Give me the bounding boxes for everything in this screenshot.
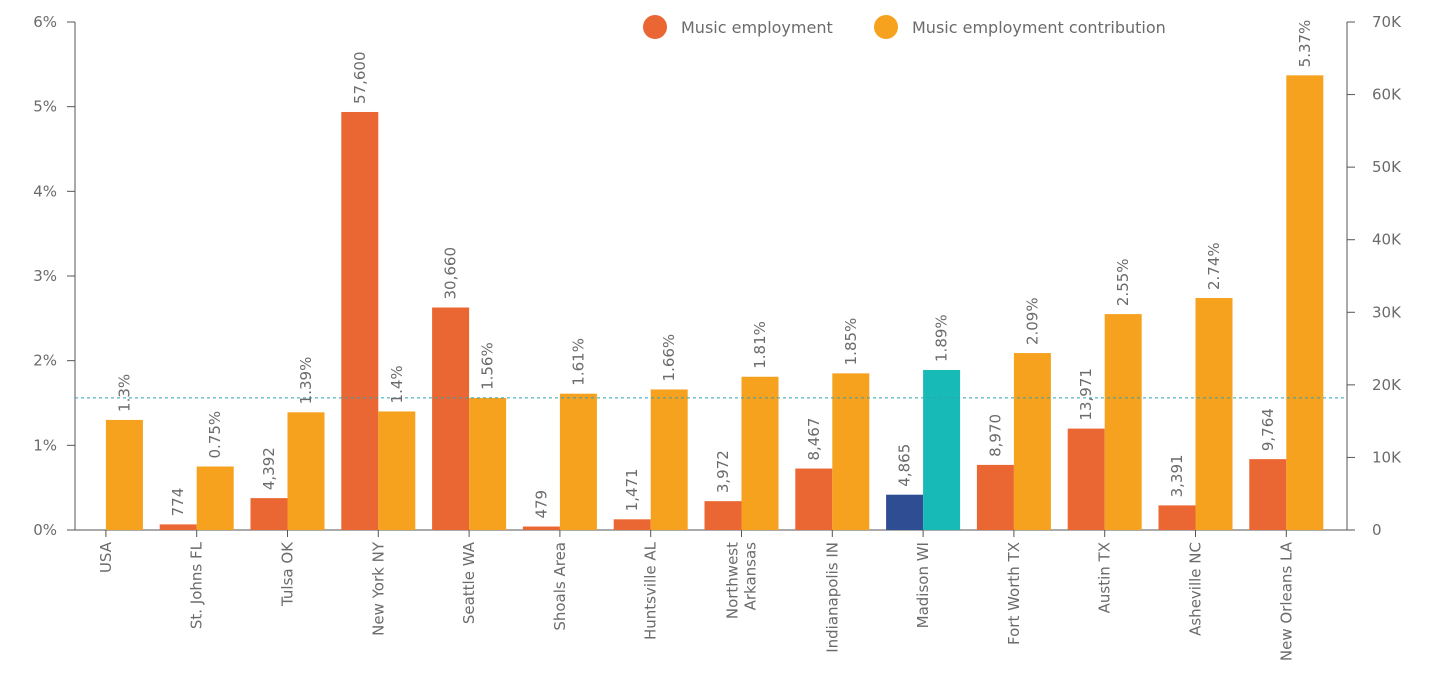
x-category-label-line: Fort Worth TX bbox=[1005, 542, 1023, 645]
employment-data-label: 3,972 bbox=[714, 450, 732, 493]
contribution-bar bbox=[1104, 314, 1142, 530]
contribution-bar bbox=[923, 369, 961, 530]
employment-data-label: 9,764 bbox=[1259, 408, 1277, 451]
x-category-label-line: Tulsa OK bbox=[279, 541, 297, 607]
employment-bar bbox=[613, 519, 651, 530]
employment-data-label: 8,467 bbox=[805, 418, 823, 461]
contribution-bar bbox=[832, 373, 870, 530]
x-category-label-line: USA bbox=[97, 541, 115, 573]
y-left-tick-label: 1% bbox=[33, 436, 57, 454]
y-right-tick-label: 50K bbox=[1372, 158, 1402, 176]
y-left-tick-label: 4% bbox=[33, 182, 57, 200]
legend: Music employment Music employment contri… bbox=[643, 15, 1166, 39]
contribution-bar bbox=[105, 419, 143, 530]
x-category-label-line: Northwest bbox=[724, 542, 742, 619]
contribution-data-label: 1.66% bbox=[660, 334, 678, 382]
contribution-data-label: 1.61% bbox=[569, 338, 587, 386]
legend-swatch-contribution bbox=[874, 15, 898, 39]
x-category-label-line: Madison WI bbox=[914, 542, 932, 628]
contribution-bar bbox=[469, 397, 507, 530]
contribution-data-label: 5.37% bbox=[1296, 20, 1314, 68]
contribution-data-label: 0.75% bbox=[206, 411, 224, 459]
employment-data-label: 30,660 bbox=[442, 247, 460, 300]
contribution-bar bbox=[378, 411, 416, 530]
contribution-data-label: 1.4% bbox=[388, 365, 406, 403]
contribution-bar bbox=[1286, 75, 1324, 530]
x-category-label-line: New York NY bbox=[369, 541, 387, 636]
contribution-bar bbox=[650, 389, 688, 530]
employment-bar bbox=[1067, 428, 1105, 530]
contribution-bar bbox=[287, 412, 325, 530]
y-left-tick-label: 3% bbox=[33, 267, 57, 285]
y-left-tick-label: 0% bbox=[33, 521, 57, 539]
y-left-tick-label: 2% bbox=[33, 352, 57, 370]
contribution-bar bbox=[196, 466, 234, 530]
y-right-tick-label: 10K bbox=[1372, 448, 1402, 466]
y-right-tick-label: 60K bbox=[1372, 86, 1402, 104]
data-labels: 1.3% 774 0.75% 4,392 1.39% 57,600 1.4% 30,660 1.… bbox=[115, 20, 1313, 519]
employment-bar bbox=[159, 524, 197, 530]
y-right-tick-label: 20K bbox=[1372, 376, 1402, 394]
x-category-label-line: Asheville NC bbox=[1187, 542, 1205, 636]
employment-bar bbox=[704, 501, 742, 530]
y-right-tick-label: 30K bbox=[1372, 303, 1402, 321]
contribution-bar bbox=[1013, 353, 1051, 530]
contribution-bar bbox=[1195, 298, 1233, 530]
employment-data-label: 1,471 bbox=[623, 468, 641, 511]
contribution-data-label: 1.56% bbox=[479, 342, 497, 390]
contribution-data-label: 1.85% bbox=[842, 318, 860, 366]
employment-data-label: 4,865 bbox=[896, 444, 914, 487]
contribution-data-label: 1.3% bbox=[115, 374, 133, 412]
x-category-label-line: Shoals Area bbox=[551, 542, 569, 631]
contribution-data-label: 1.89% bbox=[933, 314, 951, 362]
x-category-label-line: Huntsville AL bbox=[642, 541, 660, 640]
x-category-label-line: Seattle WA bbox=[460, 541, 478, 624]
legend-label-contribution: Music employment contribution bbox=[912, 18, 1166, 37]
contribution-data-label: 1.81% bbox=[751, 321, 769, 369]
employment-bar bbox=[886, 494, 924, 530]
x-category-label-line: Arkansas bbox=[742, 542, 760, 611]
employment-bar bbox=[250, 498, 288, 530]
y-right-tick-label: 70K bbox=[1372, 13, 1402, 31]
x-axis-labels: USA St. Johns FL Tulsa OK New York NY Seattl… bbox=[97, 541, 1295, 661]
contribution-data-label: 2.09% bbox=[1023, 297, 1041, 345]
x-category-label-line: St. Johns FL bbox=[188, 541, 206, 629]
employment-bar bbox=[522, 526, 560, 530]
employment-bar bbox=[795, 468, 833, 530]
legend-label-employment: Music employment bbox=[681, 18, 833, 37]
x-category-label-line: Indianapolis IN bbox=[823, 542, 841, 653]
employment-bar bbox=[341, 111, 379, 530]
y-left-tick-label: 5% bbox=[33, 98, 57, 116]
employment-data-label: 774 bbox=[169, 488, 187, 517]
employment-data-label: 479 bbox=[532, 490, 550, 519]
bars bbox=[105, 75, 1324, 530]
x-category-label-line: New Orleans LA bbox=[1277, 541, 1295, 661]
employment-bar bbox=[1158, 505, 1196, 530]
employment-data-label: 57,600 bbox=[351, 51, 369, 104]
contribution-data-label: 1.39% bbox=[297, 357, 315, 405]
employment-data-label: 4,392 bbox=[260, 447, 278, 490]
employment-bar bbox=[432, 307, 470, 530]
x-category-label-line: Austin TX bbox=[1096, 542, 1114, 613]
contribution-data-label: 2.55% bbox=[1114, 258, 1132, 306]
contribution-data-label: 2.74% bbox=[1205, 242, 1223, 290]
axes: 0% 1% 2% 3% 4% 5% 6% 0 10K 20K 30K 40K 50K 60K 70K bbox=[33, 13, 1402, 539]
employment-data-label: 3,391 bbox=[1168, 454, 1186, 497]
contribution-bar bbox=[741, 376, 779, 530]
legend-swatch-employment bbox=[643, 15, 667, 39]
y-right-tick-label: 40K bbox=[1372, 231, 1402, 249]
y-right-tick-label: 0 bbox=[1372, 521, 1382, 539]
employment-data-label: 13,971 bbox=[1077, 368, 1095, 421]
employment-bar bbox=[976, 464, 1014, 530]
employment-data-label: 8,970 bbox=[986, 414, 1004, 457]
contribution-bar bbox=[559, 393, 597, 530]
y-left-tick-label: 6% bbox=[33, 13, 57, 31]
employment-bar bbox=[1249, 459, 1287, 530]
